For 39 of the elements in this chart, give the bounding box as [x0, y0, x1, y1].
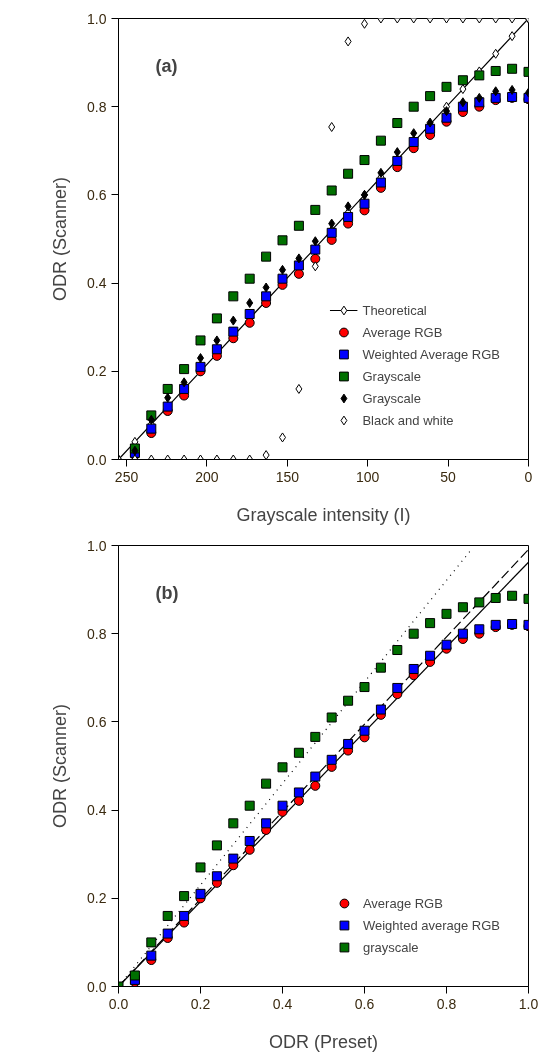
- y-tick-label: 1.0: [87, 537, 107, 554]
- x-tick-label: 250: [114, 468, 139, 485]
- y-tick-label: 0.0: [87, 451, 107, 468]
- y-tick-label: 0.0: [87, 978, 107, 995]
- x-tick-label: 1.0: [518, 995, 539, 1012]
- x-axis-title: ODR (Preset): [268, 1031, 379, 1052]
- annotation: (a): [155, 55, 178, 76]
- y-tick-label: 0.6: [87, 713, 107, 730]
- legend-label: Grayscale: [362, 367, 421, 385]
- annotation: (b): [155, 582, 179, 603]
- x-tick-label: 100: [356, 468, 380, 485]
- y-tick-label: 0.4: [87, 802, 107, 819]
- x-tick-label: 0: [524, 468, 533, 485]
- x-tick-label: 0.2: [190, 995, 211, 1012]
- y-tick-label: 1.0: [87, 10, 107, 27]
- y-tick-label: 0.6: [87, 186, 107, 203]
- x-tick-label: 0.8: [436, 995, 457, 1012]
- legend-label: Theoretical: [362, 301, 427, 319]
- x-tick-label: 0.6: [354, 995, 375, 1012]
- y-tick-label: 0.2: [87, 363, 107, 380]
- legend-label: Average RGB: [362, 894, 443, 912]
- legend-label: Average RGB: [362, 323, 443, 341]
- y-axis-title: ODR (Scanner): [50, 703, 71, 829]
- legend-label: Grayscale: [362, 389, 421, 407]
- legend-label: Weighted average RGB: [362, 916, 500, 934]
- y-tick-label: 0.8: [87, 625, 107, 642]
- x-tick-label: 0.4: [272, 995, 293, 1012]
- y-tick-label: 0.4: [87, 275, 107, 292]
- x-tick-label: 150: [275, 468, 300, 485]
- y-tick-label: 0.8: [87, 98, 107, 115]
- legend-label: Black and white: [362, 411, 454, 429]
- y-axis-title: ODR (Scanner): [50, 176, 71, 302]
- x-tick-label: 0.0: [108, 995, 129, 1012]
- y-tick-label: 0.2: [87, 890, 107, 907]
- x-tick-label: 200: [195, 468, 219, 485]
- legend-label: Weighted Average RGB: [362, 345, 500, 363]
- legend-label: grayscale: [362, 938, 419, 956]
- x-tick-label: 50: [440, 468, 457, 485]
- x-axis-title: Grayscale intensity (I): [236, 504, 411, 525]
